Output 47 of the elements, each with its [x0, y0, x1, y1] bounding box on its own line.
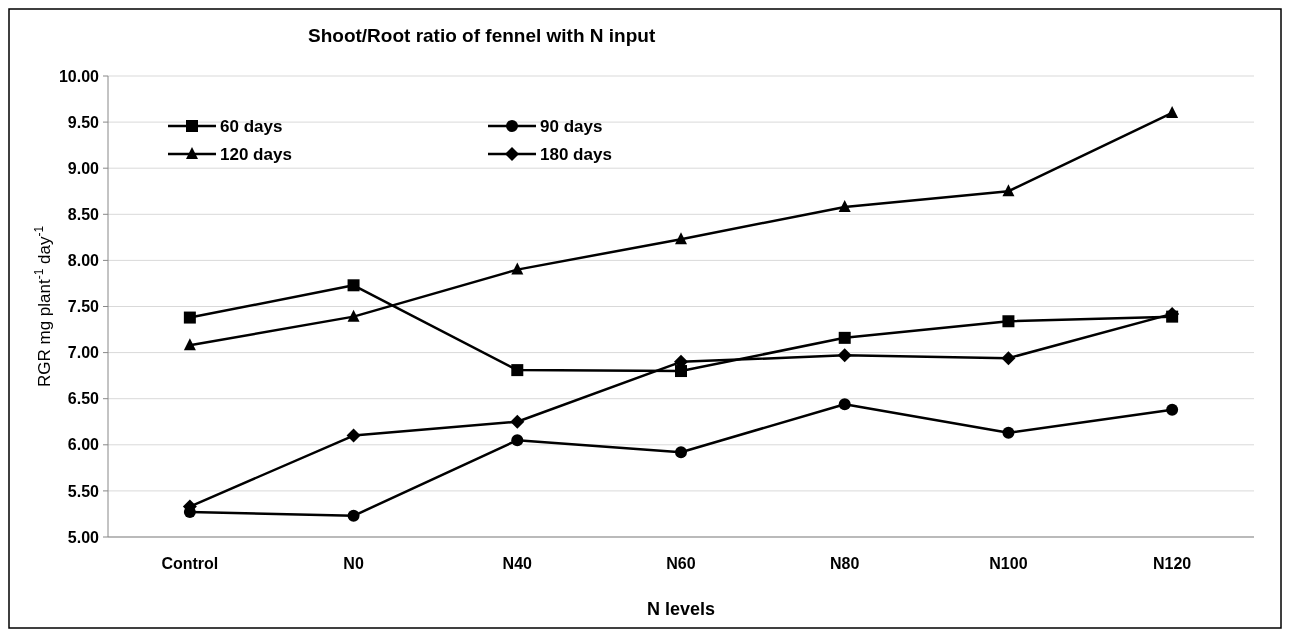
point [346, 428, 361, 443]
y-tick-label: 6.00 [67, 436, 100, 454]
x-axis-title: N levels [646, 599, 716, 619]
point [183, 338, 196, 351]
point [1002, 426, 1015, 439]
point [1166, 105, 1179, 118]
point [838, 398, 851, 411]
chart-title: Shoot/Root ratio of fennel with N input [308, 25, 656, 46]
legend-label: 90 days [540, 116, 603, 136]
x-tick-label: N100 [989, 555, 1028, 572]
legend-label: 120 days [220, 144, 292, 164]
y-tick-label: 5.50 [67, 482, 100, 500]
point [347, 309, 360, 322]
point [1166, 403, 1179, 416]
y-tick-label: 7.00 [67, 344, 100, 362]
y-tick-label: 10.00 [58, 67, 100, 85]
point [510, 414, 525, 429]
point [347, 279, 360, 292]
legend-label: 180 days [540, 144, 612, 164]
point [675, 446, 687, 459]
x-tick-label: Control [161, 555, 219, 572]
point [838, 199, 851, 212]
y-tick-label: 5.00 [67, 528, 100, 546]
point [347, 509, 360, 522]
y-tick-label: 8.00 [67, 252, 100, 269]
y-tick-label: 6.50 [67, 390, 100, 408]
point [837, 348, 852, 363]
x-tick-label: N40 [502, 555, 533, 572]
x-tick-label: N120 [1153, 555, 1192, 572]
x-tick-label: N80 [830, 555, 860, 572]
point [183, 311, 196, 324]
point [511, 262, 524, 275]
legend-label: 60 days [220, 116, 283, 136]
point [675, 365, 687, 378]
y-tick-label: 9.50 [67, 113, 100, 131]
y-tick-label: 9.00 [67, 159, 100, 177]
x-tick-label: N60 [666, 555, 696, 572]
point [511, 434, 524, 447]
point [1001, 351, 1016, 366]
x-tick-label: N0 [343, 555, 364, 572]
y-tick-label: 7.50 [67, 298, 100, 316]
point [511, 364, 524, 377]
y-tick-label: 8.50 [67, 205, 100, 223]
point [675, 232, 687, 245]
point [838, 331, 851, 344]
point [1002, 315, 1015, 328]
point [1002, 184, 1015, 197]
